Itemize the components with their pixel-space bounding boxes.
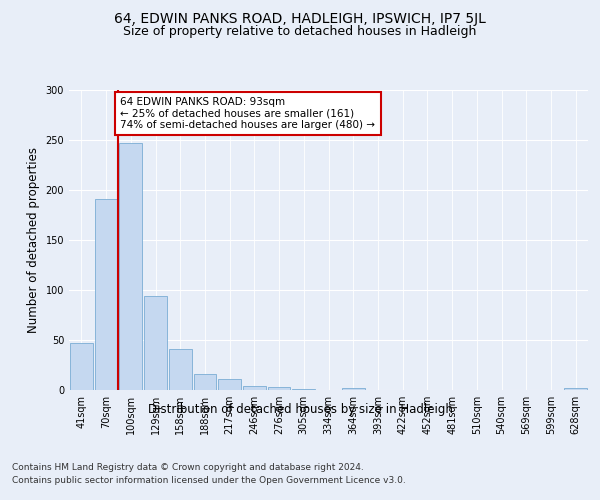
Text: Contains public sector information licensed under the Open Government Licence v3: Contains public sector information licen…: [12, 476, 406, 485]
Y-axis label: Number of detached properties: Number of detached properties: [27, 147, 40, 333]
Bar: [218, 379, 241, 390]
Bar: [119, 143, 142, 390]
Text: Distribution of detached houses by size in Hadleigh: Distribution of detached houses by size …: [148, 402, 452, 415]
Bar: [194, 374, 216, 390]
Text: 64 EDWIN PANKS ROAD: 93sqm
← 25% of detached houses are smaller (161)
74% of sem: 64 EDWIN PANKS ROAD: 93sqm ← 25% of deta…: [121, 97, 376, 130]
Bar: [243, 386, 266, 390]
Bar: [70, 343, 93, 390]
Bar: [144, 296, 167, 390]
Text: Contains HM Land Registry data © Crown copyright and database right 2024.: Contains HM Land Registry data © Crown c…: [12, 462, 364, 471]
Text: Size of property relative to detached houses in Hadleigh: Size of property relative to detached ho…: [124, 25, 476, 38]
Bar: [169, 349, 191, 390]
Text: 64, EDWIN PANKS ROAD, HADLEIGH, IPSWICH, IP7 5JL: 64, EDWIN PANKS ROAD, HADLEIGH, IPSWICH,…: [114, 12, 486, 26]
Bar: [95, 199, 118, 390]
Bar: [292, 389, 315, 390]
Bar: [268, 387, 290, 390]
Bar: [342, 388, 365, 390]
Bar: [564, 388, 587, 390]
